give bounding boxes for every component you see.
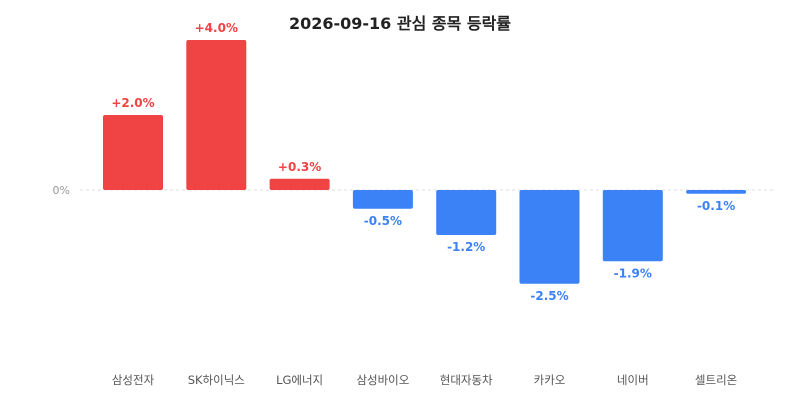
- bar-4[interactable]: [436, 190, 497, 235]
- category-label-5: 카카오: [534, 373, 566, 387]
- bar-1[interactable]: [186, 40, 247, 190]
- bar-3[interactable]: [352, 190, 413, 209]
- bar-6[interactable]: [602, 190, 663, 262]
- bar-5[interactable]: [519, 190, 580, 284]
- bar-2[interactable]: [269, 178, 330, 190]
- bar-7[interactable]: [686, 190, 747, 194]
- value-label-2: +0.3%: [278, 160, 321, 174]
- category-label-1: SK하이닉스: [188, 373, 245, 387]
- category-label-7: 셀트리온: [695, 373, 737, 387]
- bar-0[interactable]: [103, 115, 163, 190]
- y-axis-zero-label: 0%: [53, 184, 70, 197]
- value-label-1: +4.0%: [195, 21, 238, 35]
- value-label-4: -1.2%: [447, 240, 485, 254]
- value-label-3: -0.5%: [364, 214, 402, 228]
- value-label-5: -2.5%: [530, 289, 568, 303]
- category-label-0: 삼성전자: [112, 373, 155, 387]
- chart-title: 2026-09-16 관심 종목 등락률: [288, 14, 512, 33]
- value-label-0: +2.0%: [111, 96, 154, 110]
- category-label-4: 현대자동차: [440, 373, 493, 387]
- category-label-3: 삼성바이오: [356, 373, 409, 387]
- category-label-2: LG에너지: [276, 373, 323, 387]
- category-label-6: 네이버: [617, 373, 649, 387]
- value-label-7: -0.1%: [697, 199, 735, 213]
- value-label-6: -1.9%: [614, 266, 652, 280]
